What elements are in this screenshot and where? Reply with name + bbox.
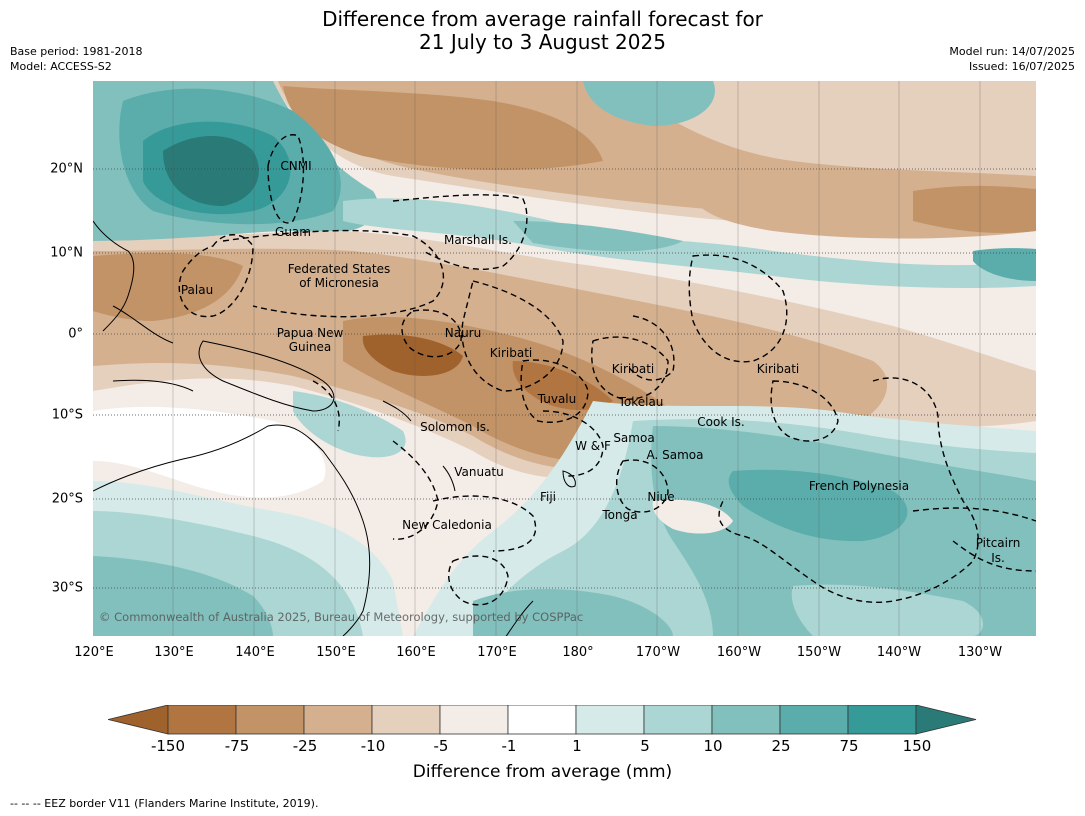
map-title: Difference from average rainfall forecas… xyxy=(0,8,1085,54)
colorbar-extension-low xyxy=(108,705,169,735)
model-run: Model run: 14/07/2025 xyxy=(949,45,1075,58)
anomaly-field xyxy=(93,81,1036,636)
colorbar-swatch xyxy=(507,705,577,735)
colorbar-label: -25 xyxy=(292,737,318,755)
colorbar-swatch xyxy=(439,705,509,735)
base-period: Base period: 1981-2018 xyxy=(10,45,143,58)
colorbar-label: -5 xyxy=(433,737,449,755)
lat-tick-label: 30°S xyxy=(51,580,83,596)
colorbar-label: 150 xyxy=(902,737,932,755)
colorbar-swatch xyxy=(711,705,781,735)
label-marshall: Marshall Is. xyxy=(444,233,512,247)
graticule xyxy=(172,81,981,636)
lon-tick-label: 140°W xyxy=(876,645,922,660)
colorbar-swatch xyxy=(235,705,305,735)
lon-tick-label: 150°W xyxy=(796,645,842,660)
copyright-notice: © Commonwealth of Australia 2025, Bureau… xyxy=(99,610,583,624)
lon-tick-label: 130°E xyxy=(154,645,194,660)
colorbar-label: 75 xyxy=(839,737,859,755)
colorbar-swatch xyxy=(303,705,373,735)
colorbar-label: -1 xyxy=(501,737,517,755)
colorbar-title: Difference from average (mm) xyxy=(412,762,673,782)
label-pitcairn-1: Pitcairn xyxy=(976,536,1021,550)
coastlines xyxy=(93,220,576,636)
lon-tick-label: 120°E xyxy=(74,645,114,660)
label-kiribati-w: Kiribati xyxy=(490,346,532,360)
label-new-caledonia: New Caledonia xyxy=(402,518,492,532)
lon-tick-label: 160°W xyxy=(716,645,762,660)
label-palau: Palau xyxy=(181,283,213,297)
meta-left: Base period: 1981-2018 Model: ACCESS-S2 xyxy=(10,44,142,74)
rainfall-map: CNMI Guam Marshall Is. Federated States … xyxy=(93,81,1036,636)
region-labels: CNMI Guam Marshall Is. Federated States … xyxy=(181,159,1020,565)
lat-tick-label: 20°N xyxy=(50,161,83,177)
label-solomon: Solomon Is. xyxy=(420,420,490,434)
colorbar-swatch xyxy=(643,705,713,735)
colorbar-label: 5 xyxy=(640,737,650,755)
colorbar-extension-high xyxy=(915,705,977,735)
lon-tick-label: 170°E xyxy=(477,645,517,660)
lat-tick-label: 20°S xyxy=(51,491,83,507)
label-cook: Cook Is. xyxy=(697,415,744,429)
colorbar-swatch xyxy=(847,705,917,735)
eez-footnote: -- -- -- EEZ border V11 (Flanders Marine… xyxy=(10,797,319,810)
eez-borders xyxy=(178,134,1036,606)
colorbar-swatch xyxy=(167,705,237,735)
lat-tick-label: 10°N xyxy=(50,245,83,261)
label-nauru: Nauru xyxy=(445,326,481,340)
label-tuvalu: Tuvalu xyxy=(537,392,577,406)
label-guam: Guam xyxy=(275,225,311,239)
colorbar-swatches xyxy=(108,705,977,735)
label-wallis-futuna: W & F xyxy=(575,439,611,453)
title-line-2: 21 July to 3 August 2025 xyxy=(419,30,666,54)
label-niue: Niue xyxy=(647,490,674,504)
issued-date: Issued: 16/07/2025 xyxy=(968,60,1075,73)
label-fsm-2: of Micronesia xyxy=(299,276,379,290)
label-tokelau: Tokelau xyxy=(618,395,664,409)
lat-tick-label: 10°S xyxy=(51,407,83,423)
label-american-samoa: A. Samoa xyxy=(647,448,704,462)
meta-right: Model run: 14/07/2025 Issued: 16/07/2025 xyxy=(949,44,1075,74)
label-samoa: Samoa xyxy=(613,431,654,445)
label-tonga: Tonga xyxy=(601,508,637,522)
label-kiribati-e: Kiribati xyxy=(757,362,799,376)
lon-tick-label: 180° xyxy=(562,645,594,660)
lon-tick-label: 150°E xyxy=(316,645,356,660)
colorbar-swatch xyxy=(575,705,645,735)
lon-tick-label: 130°W xyxy=(957,645,1003,660)
label-pitcairn-2: Is. xyxy=(991,551,1005,565)
label-vanuatu: Vanuatu xyxy=(454,465,504,479)
label-cnmi: CNMI xyxy=(280,159,311,173)
label-png-2: Guinea xyxy=(289,340,332,354)
colorbar xyxy=(108,705,977,735)
lon-tick-label: 170°W xyxy=(635,645,681,660)
colorbar-label: 25 xyxy=(771,737,791,755)
lat-tick-label: 0° xyxy=(68,326,83,342)
label-kiribati-c: Kiribati xyxy=(612,362,654,376)
colorbar-swatch xyxy=(779,705,849,735)
model-name: Model: ACCESS-S2 xyxy=(10,60,112,73)
colorbar-label: 10 xyxy=(703,737,723,755)
label-png-1: Papua New xyxy=(277,326,344,340)
lon-tick-label: 140°E xyxy=(235,645,275,660)
colorbar-label: 1 xyxy=(572,737,582,755)
colorbar-label: -150 xyxy=(150,737,186,755)
colorbar-swatch xyxy=(371,705,441,735)
lon-tick-label: 160°E xyxy=(396,645,436,660)
label-fsm-1: Federated States xyxy=(288,262,390,276)
colorbar-label: -75 xyxy=(224,737,250,755)
label-french-polynesia: French Polynesia xyxy=(809,479,909,493)
label-fiji: Fiji xyxy=(540,490,556,504)
colorbar-label: -10 xyxy=(360,737,386,755)
title-line-1: Difference from average rainfall forecas… xyxy=(322,7,763,31)
latitude-lines xyxy=(93,168,1036,589)
